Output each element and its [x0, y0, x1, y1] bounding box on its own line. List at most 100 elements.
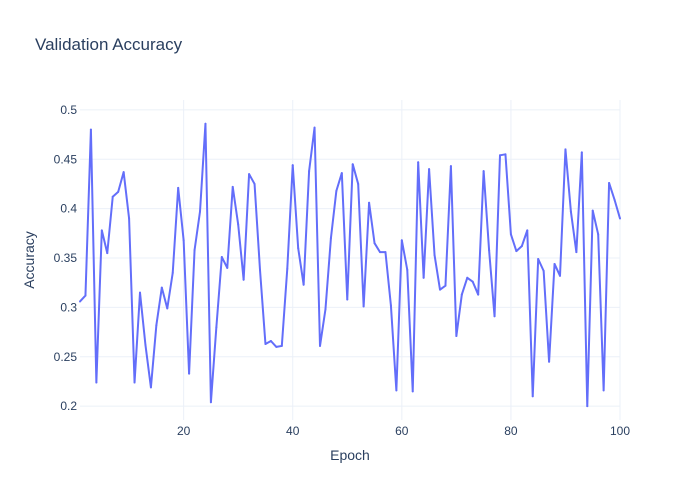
data-point — [379, 251, 381, 254]
data-point — [275, 345, 278, 348]
data-point — [460, 293, 463, 296]
data-point — [499, 154, 501, 157]
data-point — [248, 173, 251, 176]
data-point — [89, 128, 92, 131]
data-point — [215, 326, 218, 329]
data-point — [580, 151, 583, 154]
x-axis-ticks: 20 40 60 80 100 — [177, 424, 630, 438]
data-point — [291, 164, 294, 167]
y-tick-label: 0.4 — [60, 202, 77, 216]
y-tick-label: 0.5 — [60, 103, 77, 117]
data-point — [144, 343, 147, 346]
data-point — [559, 274, 561, 277]
data-point — [264, 342, 267, 345]
data-point — [335, 189, 338, 192]
data-point — [444, 284, 447, 287]
data-point — [133, 381, 136, 384]
data-point — [122, 171, 125, 174]
x-tick-label: 100 — [610, 424, 630, 438]
x-tick-label: 60 — [395, 424, 409, 438]
data-point — [106, 252, 109, 255]
data-point — [411, 390, 414, 393]
data-point — [406, 268, 409, 271]
y-tick-label: 0.45 — [54, 152, 78, 166]
data-point — [269, 339, 272, 342]
data-point — [297, 247, 300, 250]
y-tick-label: 0.2 — [60, 399, 77, 413]
data-point — [329, 237, 332, 240]
y-axis-ticks: 0.2 0.25 0.3 0.35 0.4 0.45 0.5 — [54, 103, 78, 413]
data-point — [346, 298, 349, 301]
data-point — [253, 182, 256, 185]
data-point — [100, 229, 103, 232]
y-tick-label: 0.3 — [60, 300, 77, 314]
data-point — [482, 170, 485, 173]
data-point — [422, 276, 425, 279]
data-point — [177, 186, 180, 189]
data-point — [199, 210, 201, 213]
data-point — [488, 249, 491, 252]
data-point — [439, 288, 441, 291]
data-point — [520, 245, 523, 248]
data-point — [433, 254, 436, 257]
data-point — [504, 153, 507, 156]
data-point — [613, 198, 616, 201]
data-point — [384, 251, 387, 254]
data-point — [542, 269, 545, 272]
data-point — [548, 360, 551, 363]
data-point — [449, 165, 452, 168]
chart-title: Validation Accuracy — [35, 35, 183, 54]
data-point — [171, 271, 174, 274]
data-point — [564, 148, 567, 151]
data-point — [226, 266, 229, 269]
data-point — [302, 283, 305, 286]
data-point — [553, 262, 556, 265]
data-point — [111, 195, 114, 198]
data-point — [237, 223, 240, 226]
data-point — [280, 344, 283, 347]
data-point — [139, 291, 141, 294]
data-point — [428, 168, 431, 171]
data-point — [597, 233, 600, 236]
data-point — [351, 163, 354, 166]
data-point — [608, 181, 611, 184]
x-tick-label: 80 — [504, 424, 518, 438]
data-point — [575, 251, 578, 254]
data-point — [160, 286, 163, 289]
data-point — [417, 161, 420, 164]
data-point — [117, 190, 120, 193]
data-point — [182, 239, 185, 242]
x-tick-label: 40 — [286, 424, 300, 438]
data-point — [286, 267, 289, 270]
data-point — [313, 126, 316, 129]
data-point — [340, 172, 343, 175]
data-points — [79, 122, 621, 408]
accuracy-line — [79, 122, 621, 408]
data-point — [357, 182, 360, 185]
data-point — [231, 185, 234, 188]
data-point — [319, 344, 321, 347]
data-point — [586, 405, 589, 408]
data-point — [128, 217, 131, 220]
data-point — [477, 293, 480, 296]
data-point — [493, 315, 496, 318]
data-point — [619, 217, 621, 220]
data-point — [149, 386, 152, 389]
data-point — [526, 229, 529, 232]
x-tick-label: 20 — [177, 424, 191, 438]
data-point — [209, 401, 212, 404]
data-point — [515, 250, 518, 253]
data-point — [79, 300, 81, 303]
data-point — [84, 294, 87, 297]
data-point — [368, 201, 371, 204]
y-gridlines — [80, 109, 620, 407]
data-point — [569, 210, 572, 213]
data-point — [509, 233, 512, 236]
data-point — [220, 256, 223, 259]
y-axis-title: Accuracy — [21, 231, 37, 289]
data-point — [602, 389, 605, 392]
data-point — [466, 276, 469, 279]
data-point — [537, 258, 540, 261]
data-point — [400, 239, 403, 242]
